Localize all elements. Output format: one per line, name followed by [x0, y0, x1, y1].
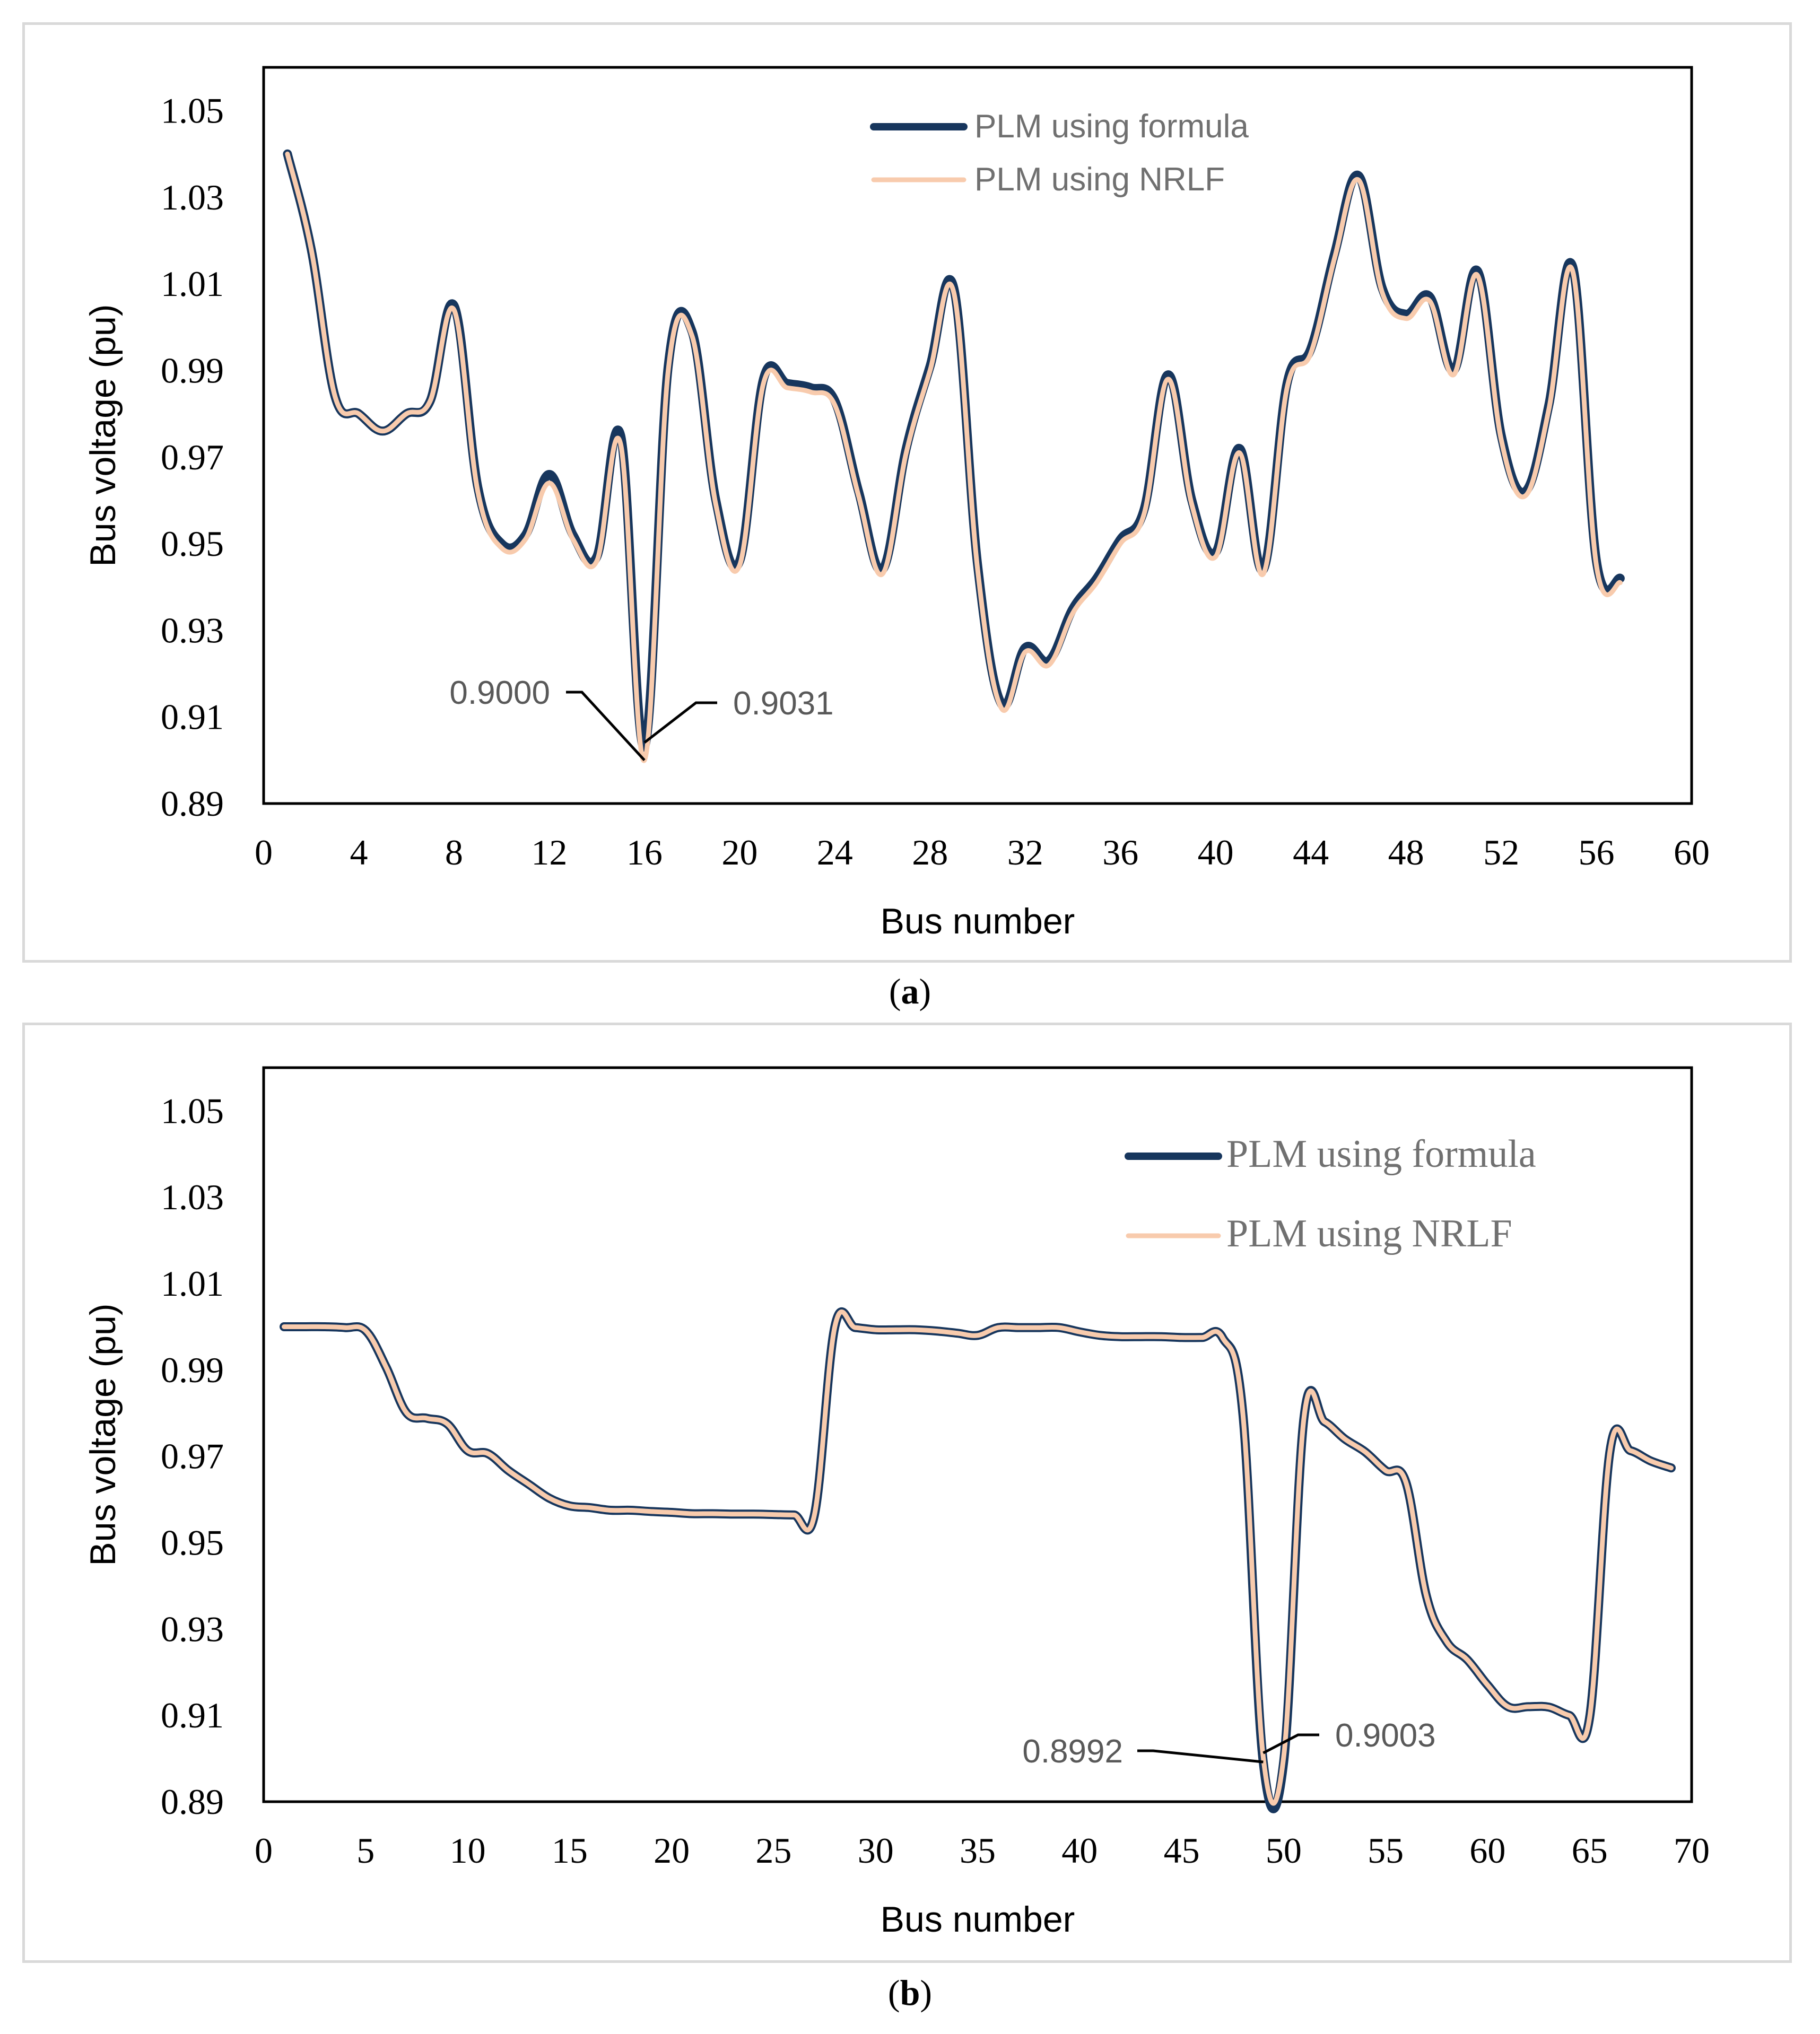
caption-b-letter: b: [900, 1972, 920, 2013]
x-tick-label: 8: [445, 832, 463, 872]
legend-label-formula: PLM using formula: [974, 108, 1249, 145]
plot-area-frame: [262, 66, 1693, 805]
y-axis-title: Bus voltage (pu): [83, 304, 123, 566]
y-tick-label: 1.01: [161, 1263, 224, 1304]
y-tick-label: 0.99: [161, 351, 224, 391]
annotation-label-right: 0.9031: [733, 685, 834, 722]
x-tick-label: 35: [960, 1830, 996, 1871]
y-tick-label: 0.99: [161, 1350, 224, 1390]
x-tick-label: 32: [1007, 832, 1043, 872]
x-tick-label: 48: [1388, 832, 1424, 872]
series-line-nrlf: [285, 151, 1623, 763]
y-tick-label: 0.95: [161, 1523, 224, 1563]
legend-label-nrlf: PLM using NRLF: [974, 161, 1225, 198]
y-tick-label: 1.01: [161, 264, 224, 304]
series-line-formula: [283, 149, 1625, 752]
x-tick-label: 36: [1102, 832, 1138, 872]
x-tick-label: 65: [1572, 1830, 1608, 1871]
y-axis-title: Bus voltage (pu): [83, 1303, 123, 1566]
x-tick-label: 40: [1061, 1830, 1098, 1871]
x-tick-label: 70: [1674, 1830, 1710, 1871]
x-tick-label: 4: [350, 832, 368, 872]
caption-b-close: ): [920, 1972, 933, 2013]
x-tick-label: 60: [1469, 1830, 1505, 1871]
plot-area-frame: [262, 1066, 1693, 1803]
x-axis-title: Bus number: [881, 901, 1075, 941]
x-axis-title: Bus number: [881, 1899, 1075, 1940]
annotation-leader-right: [1262, 1733, 1319, 1754]
y-tick-label: 0.93: [161, 1609, 224, 1649]
x-tick-label: 56: [1579, 832, 1615, 872]
x-tick-label: 45: [1164, 1830, 1200, 1871]
y-tick-label: 1.05: [161, 91, 224, 131]
caption-a: (a): [0, 971, 1820, 1012]
x-tick-label: 44: [1293, 832, 1329, 872]
x-tick-label: 24: [817, 832, 853, 872]
y-tick-label: 0.91: [161, 697, 224, 737]
x-tick-label: 20: [721, 832, 757, 872]
annotation-label-right: 0.9003: [1335, 1717, 1436, 1754]
x-tick-label: 30: [858, 1830, 894, 1871]
chart-a-svg: 0.890.910.930.950.970.991.011.031.050 4 8 1…: [83, 66, 1710, 941]
x-tick-label: 10: [450, 1830, 486, 1871]
series-line-nrlf: [282, 1310, 1674, 1806]
x-tick-label: 16: [626, 832, 663, 872]
caption-b: (b): [0, 1972, 1820, 2014]
y-tick-label: 0.91: [161, 1695, 224, 1735]
y-tick-label: 0.89: [161, 783, 224, 824]
x-tick-label: 60: [1674, 832, 1710, 872]
legend-label-formula: PLM using formula: [1226, 1132, 1536, 1176]
x-tick-label: 12: [531, 832, 567, 872]
legend-label-nrlf: PLM using NRLF: [1226, 1212, 1512, 1255]
x-tick-label: 15: [552, 1830, 588, 1871]
x-tick-label: 20: [654, 1830, 690, 1871]
annotation-label-left: 0.8992: [1022, 1733, 1123, 1770]
x-tick-label: 50: [1266, 1830, 1302, 1871]
annotation-leader-left: [1137, 1749, 1264, 1764]
y-tick-label: 1.03: [161, 1177, 224, 1217]
annotation-leader-right: [643, 701, 717, 744]
y-tick-label: 1.03: [161, 177, 224, 217]
y-tick-label: 0.89: [161, 1782, 224, 1822]
y-tick-label: 0.93: [161, 610, 224, 650]
series-line-formula: [280, 1307, 1676, 1813]
annotation-leader-left: [566, 691, 646, 762]
x-tick-label: 40: [1198, 832, 1234, 872]
annotation-label-left: 0.9000: [449, 675, 550, 711]
x-tick-label: 28: [912, 832, 948, 872]
x-tick-label: 0: [255, 832, 273, 872]
x-tick-label: 52: [1483, 832, 1519, 872]
y-tick-label: 0.95: [161, 523, 224, 564]
chart-panel-a: 0.89 0.91 0.93 0.95 0.97 0.99 1.01 1.03 1.05 0 4 8 1…: [22, 22, 1792, 963]
chart-b-svg: 0.89 0.91 0.93 0.95 0.97 0.99 1.01 1.03 1.05 0 5 10…: [83, 1066, 1710, 1940]
caption-a-close: ): [919, 971, 931, 1011]
y-tick-label: 0.97: [161, 437, 224, 477]
x-tick-label: 55: [1368, 1830, 1404, 1871]
caption-b-open: (: [887, 1972, 900, 2013]
caption-a-letter: a: [901, 971, 919, 1011]
chart-panel-b: 0.89 0.91 0.93 0.95 0.97 0.99 1.01 1.03 1.05 0 5 10…: [22, 1023, 1792, 1963]
y-tick-label: 0.97: [161, 1436, 224, 1477]
y-tick-label: 1.05: [161, 1090, 224, 1131]
x-tick-label: 25: [755, 1830, 791, 1871]
caption-a-open: (: [889, 971, 901, 1011]
x-tick-label: 0: [255, 1830, 273, 1871]
x-tick-label: 5: [356, 1830, 375, 1871]
